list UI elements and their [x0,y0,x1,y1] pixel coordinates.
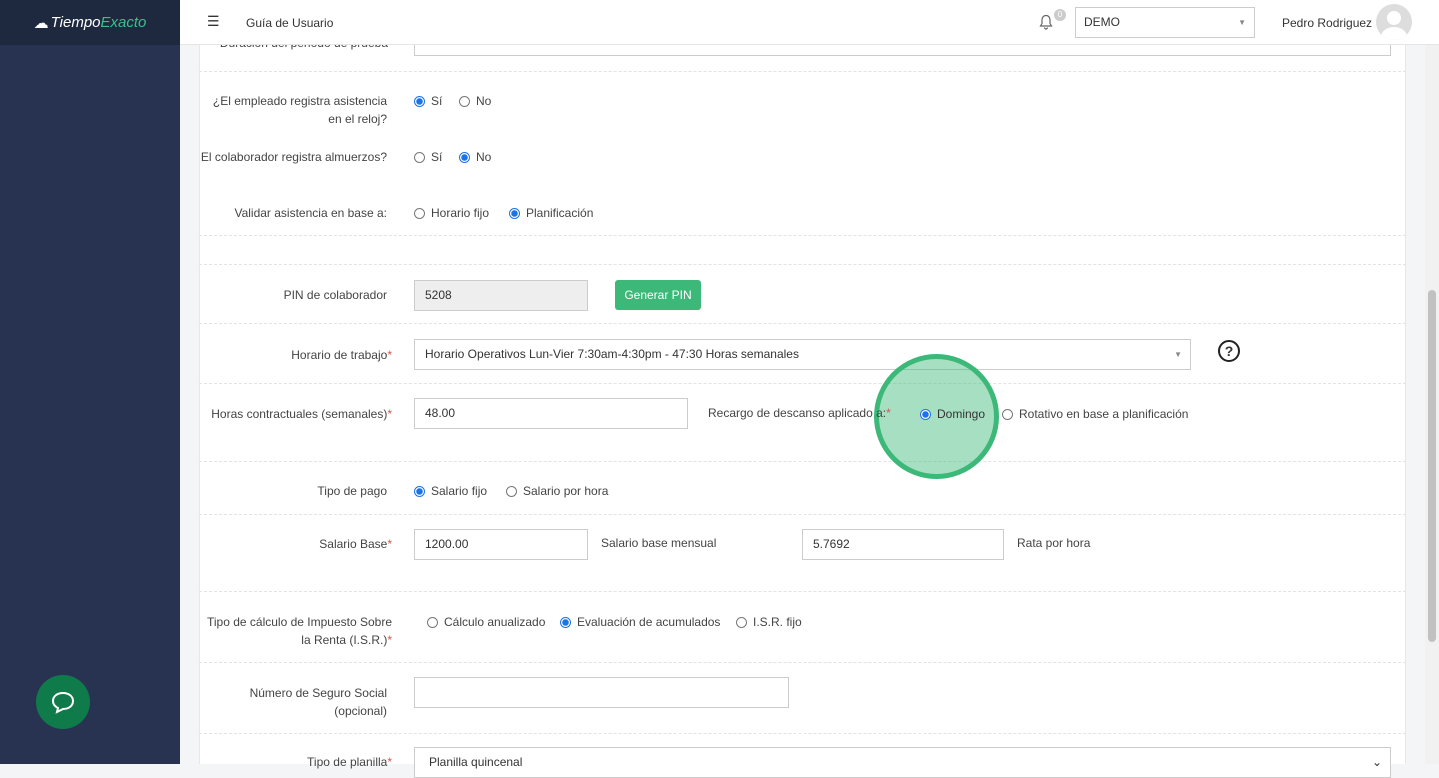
lunch-label: El colaborador registra almuerzos? [200,150,387,164]
schedule-label: Horario de trabajo [291,348,388,362]
rest-rotative-radio[interactable]: Rotativo en base a planificación [1002,407,1188,421]
clock-no-radio[interactable]: No [459,94,491,108]
menu-toggle-icon[interactable]: ☰ [207,13,220,29]
pay-fixed-radio[interactable]: Salario fijo [414,484,487,498]
bell-icon[interactable] [1039,14,1053,30]
salary-monthly-label: Salario base mensual [601,536,717,550]
pay-hourly-radio[interactable]: Salario por hora [506,484,608,498]
rest-label: Recargo de descanso aplicado a: [708,406,887,420]
salary-label: Salario Base [319,537,388,551]
schedule-select[interactable]: Horario Operativos Lun-Vier 7:30am-4:30p… [414,339,1191,370]
divider [199,323,1406,324]
pin-label: PIN de colaborador [283,288,387,302]
payroll-label: Tipo de planilla [307,755,388,769]
divider [199,461,1406,462]
isr-label: Tipo de cálculo de Impuesto Sobre la Ren… [207,615,392,647]
isr-annual-radio[interactable]: Cálculo anualizado [427,615,545,629]
salary-input[interactable]: 1200.00 [414,529,588,560]
isr-fixed-radio[interactable]: I.S.R. fijo [736,615,802,629]
scrollbar[interactable] [1425,0,1439,764]
clock-yes-radio[interactable]: Sí [414,94,442,108]
brand-logo[interactable]: ☁ Tiempo Exacto [0,0,180,45]
validate-planning-radio[interactable]: Planificación [509,206,593,220]
hours-input[interactable]: 48.00 [414,398,688,429]
divider [199,383,1406,384]
user-guide-link[interactable]: Guía de Usuario [246,16,334,30]
form-card [199,0,1406,764]
company-select[interactable]: DEMO ▼ [1075,7,1255,38]
click-highlight [874,354,999,479]
divider [199,235,1406,236]
hours-label: Horas contractuales (semanales) [211,407,388,421]
divider [199,264,1406,265]
sidebar: ☁ Tiempo Exacto [0,0,180,764]
divider [199,662,1406,663]
ssn-input[interactable] [414,677,789,708]
paytype-label: Tipo de pago [317,484,387,498]
help-icon[interactable]: ? [1218,340,1240,362]
ssn-label: Número de Seguro Social (opcional) [249,686,387,718]
divider [199,591,1406,592]
rest-sunday-radio[interactable]: Domingo [920,407,985,421]
payroll-select[interactable]: Planilla quincenal ⌄ [414,747,1391,778]
user-name[interactable]: Pedro Rodriguez [1282,16,1373,30]
chat-icon [51,691,75,714]
caret-down-icon: ▼ [1174,350,1182,359]
avatar[interactable] [1376,4,1412,40]
isr-accumulated-radio[interactable]: Evaluación de acumulados [560,615,720,629]
rate-label: Rata por hora [1017,536,1091,550]
validate-label: Validar asistencia en base a: [234,206,387,220]
cloud-icon: ☁ [33,14,49,32]
rate-input[interactable]: 5.7692 [802,529,1004,560]
chat-button[interactable] [36,675,90,729]
caret-down-icon: ▼ [1238,18,1246,27]
divider [199,733,1406,734]
clock-label: ¿El empleado registra asistencia en el r… [212,94,387,126]
chevron-down-icon: ⌄ [1371,755,1382,769]
top-header: ☰ Guía de Usuario 0 DEMO ▼ Pedro Rodrigue… [180,0,1439,45]
lunch-no-radio[interactable]: No [459,150,491,164]
validate-fixed-radio[interactable]: Horario fijo [414,206,489,220]
lunch-yes-radio[interactable]: Sí [414,150,442,164]
pin-input: 5208 [414,280,588,311]
generate-pin-button[interactable]: Generar PIN [615,280,701,310]
scrollbar-thumb[interactable] [1428,290,1436,642]
divider [199,514,1406,515]
notification-badge: 0 [1054,9,1066,21]
